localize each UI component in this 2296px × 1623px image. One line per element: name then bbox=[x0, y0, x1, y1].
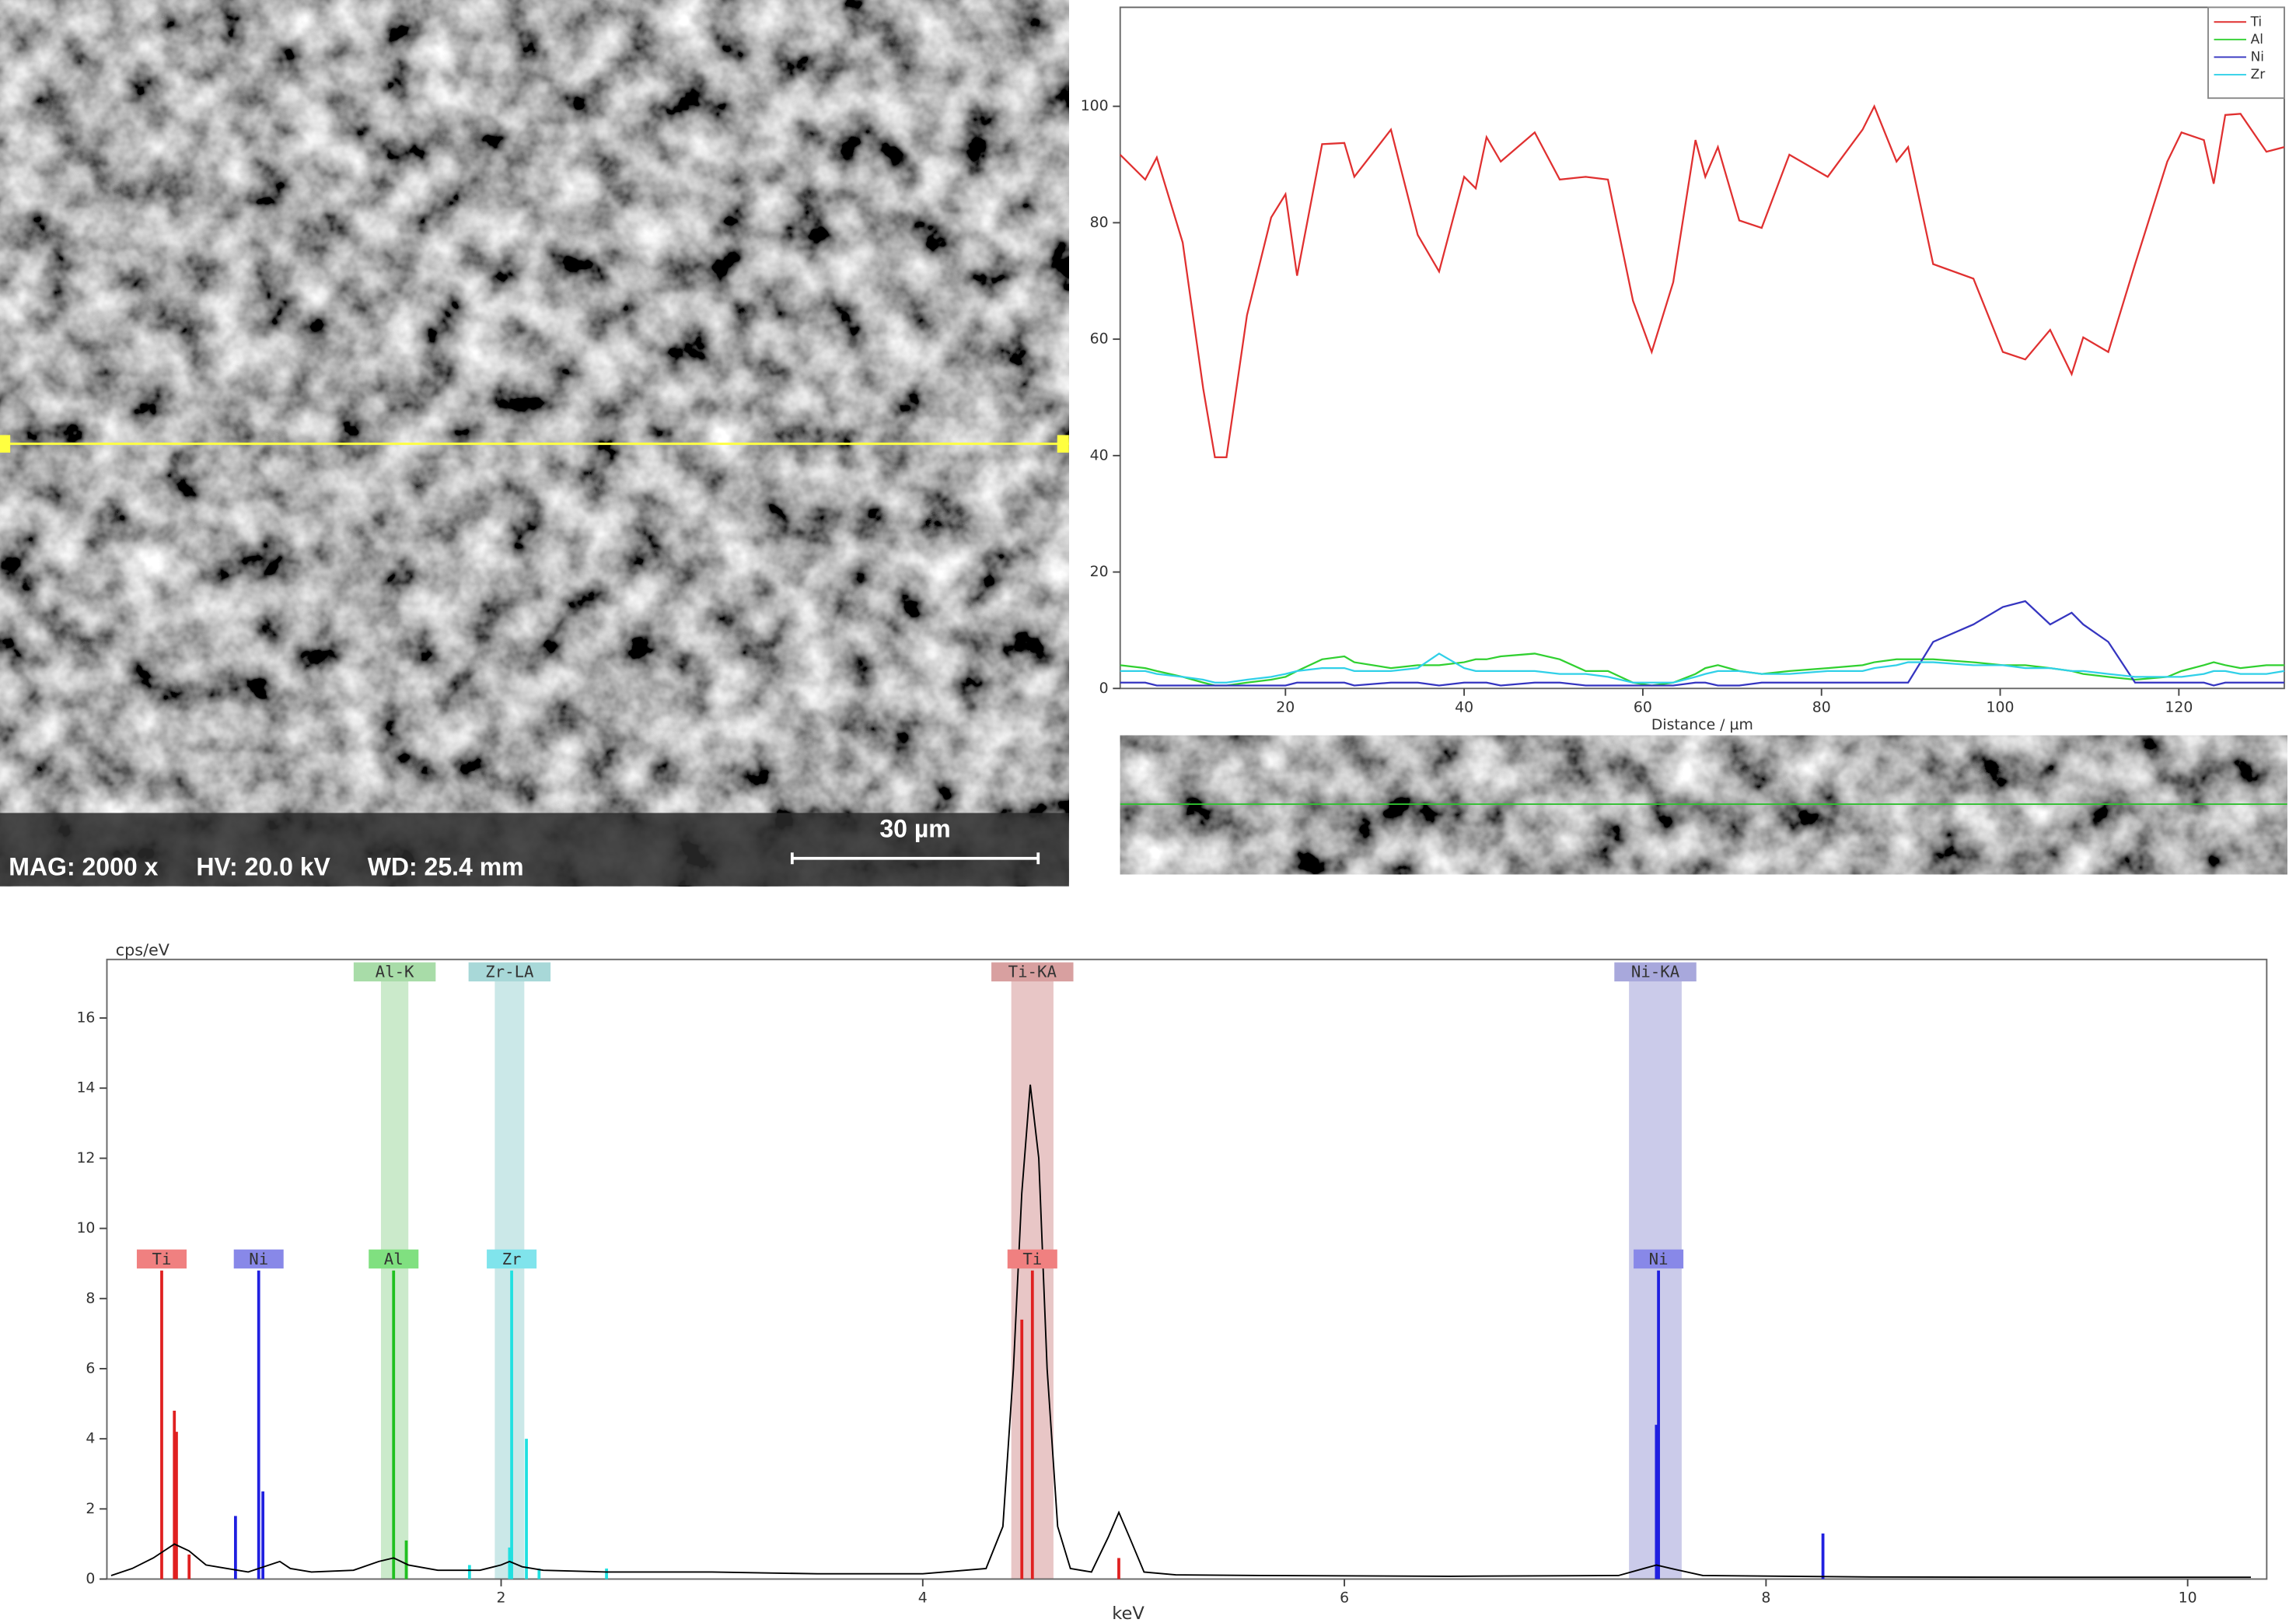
element-marker bbox=[1007, 1249, 1057, 1269]
element-marker-label: Ni bbox=[249, 1250, 268, 1268]
info-bar bbox=[0, 813, 1069, 887]
region-label-box bbox=[991, 962, 1074, 981]
region-label: Ni-KA bbox=[1631, 963, 1680, 981]
x-tick-label: 100 bbox=[1987, 699, 2015, 715]
element-marker-label: Ti bbox=[152, 1250, 172, 1268]
y-tick-label: 100 bbox=[1081, 98, 1109, 114]
y-tick-label: 40 bbox=[1090, 447, 1109, 463]
region-label: Zr-LA bbox=[485, 963, 534, 981]
x-tick-label: 2 bbox=[497, 1590, 506, 1606]
y-tick-label: 8 bbox=[86, 1290, 95, 1306]
x-tick-label: 20 bbox=[1276, 699, 1295, 715]
scan-start bbox=[0, 435, 11, 453]
x-tick-label: 60 bbox=[1634, 699, 1652, 715]
working-distance: WD: 25.4 mm bbox=[368, 852, 524, 880]
x-tick-label: 10 bbox=[2179, 1590, 2197, 1606]
scale-bar-label: 30 µm bbox=[879, 814, 950, 842]
series-line bbox=[1120, 652, 2285, 684]
series-line bbox=[1119, 104, 2285, 459]
element-marker bbox=[487, 1249, 537, 1269]
region-label-box bbox=[353, 962, 436, 981]
x-axis-label: keV bbox=[1112, 1604, 1145, 1623]
region-label-box bbox=[468, 962, 551, 981]
y-tick-label: 20 bbox=[1090, 564, 1109, 580]
magnification: MAG: 2000 x bbox=[9, 852, 158, 880]
element-marker bbox=[233, 1249, 284, 1269]
series-line bbox=[1120, 600, 2284, 687]
x-tick-label: 6 bbox=[1340, 1590, 1349, 1606]
y-tick-label: 6 bbox=[86, 1360, 95, 1376]
scale-bar bbox=[790, 852, 1040, 865]
series-line bbox=[1120, 652, 2284, 687]
region-label: Al-K bbox=[376, 963, 414, 981]
y-tick-label: 80 bbox=[1090, 215, 1109, 231]
legend-label: Ti bbox=[2250, 13, 2263, 29]
y-tick-label: 2 bbox=[86, 1501, 95, 1517]
y-tick-label: 12 bbox=[76, 1150, 95, 1167]
y-tick-label: 0 bbox=[86, 1571, 95, 1587]
y-tick-label: 4 bbox=[86, 1431, 95, 1447]
legend-label: Al bbox=[2251, 31, 2263, 47]
spectrum-line bbox=[110, 1084, 2251, 1579]
y-tick-label: 60 bbox=[1090, 331, 1109, 348]
plot-frame bbox=[1119, 6, 2285, 690]
element-marker-label: Ni bbox=[1649, 1250, 1669, 1268]
y-tick-label: 10 bbox=[76, 1220, 95, 1236]
x-axis-label: Distance / µm bbox=[1651, 717, 1753, 733]
x-tick-label: 40 bbox=[1455, 699, 1473, 715]
element-marker bbox=[1634, 1249, 1684, 1269]
element-marker-label: Ti bbox=[1022, 1250, 1042, 1268]
legend-box bbox=[2207, 6, 2285, 100]
voltage: HV: 20.0 kV bbox=[196, 852, 330, 880]
region-label: Ti-KA bbox=[1008, 963, 1057, 981]
region-label-box bbox=[1614, 962, 1697, 981]
y-tick-label: 14 bbox=[76, 1080, 95, 1097]
element-marker bbox=[369, 1249, 419, 1269]
y-axis-label: cps/eV bbox=[116, 940, 169, 959]
x-tick-label: 120 bbox=[2165, 699, 2193, 715]
element-marker-label: Al bbox=[384, 1250, 404, 1268]
x-tick-label: 8 bbox=[1761, 1590, 1770, 1606]
scan-end bbox=[1057, 435, 1069, 453]
line-image bbox=[1120, 735, 2287, 875]
plot-frame bbox=[106, 958, 2268, 1580]
x-tick-label: 4 bbox=[918, 1590, 928, 1606]
legend-label: Zr bbox=[2251, 66, 2266, 82]
element-marker-label: Zr bbox=[502, 1250, 522, 1268]
y-tick-label: 16 bbox=[76, 1010, 95, 1027]
legend-label: Ni bbox=[2251, 48, 2264, 64]
line-region bbox=[494, 980, 525, 1579]
element-marker bbox=[136, 1249, 187, 1269]
sem-image: MAG: 2000 x HV: 20.0 kV WD: 25.4 mm 30 µ… bbox=[0, 0, 1069, 887]
y-tick-label: 0 bbox=[1099, 680, 1109, 697]
x-tick-label: 80 bbox=[1812, 699, 1831, 715]
